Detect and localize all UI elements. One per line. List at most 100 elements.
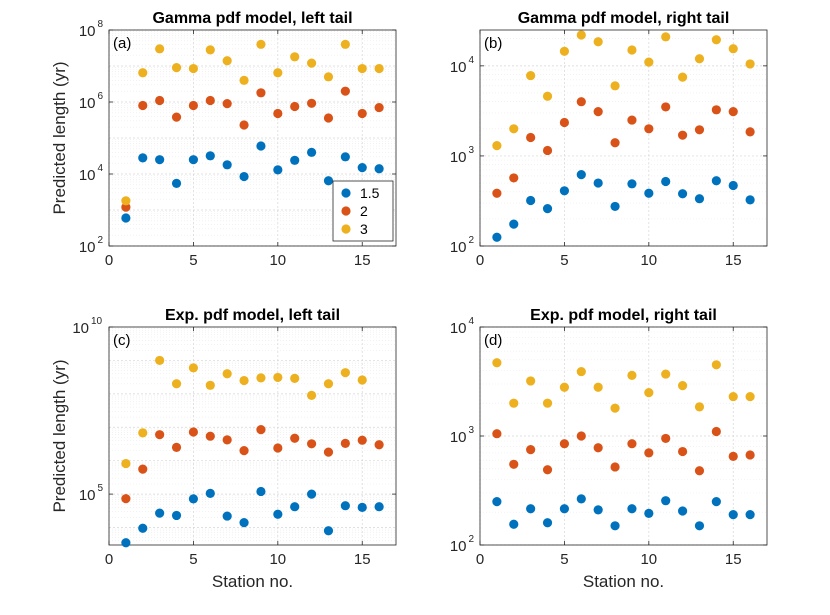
- data-point: [138, 153, 148, 163]
- data-point: [205, 45, 215, 55]
- y-tick-exponent: 2: [469, 534, 475, 545]
- data-point: [171, 178, 182, 188]
- data-point: [323, 176, 334, 186]
- data-point: [509, 173, 519, 183]
- data-point: [306, 439, 317, 449]
- x-tick-label: 0: [476, 252, 484, 269]
- data-point: [340, 86, 350, 96]
- series-1.5: [492, 170, 755, 242]
- legend-label: 1.5: [360, 185, 380, 201]
- data-point: [256, 88, 266, 98]
- data-point: [138, 428, 148, 438]
- data-point: [509, 219, 519, 229]
- data-point: [374, 164, 384, 174]
- data-point: [644, 388, 654, 398]
- panel-tag: (d): [484, 332, 502, 349]
- data-point: [188, 100, 199, 111]
- data-point: [205, 488, 215, 498]
- data-point: [509, 519, 519, 529]
- data-point: [677, 446, 688, 457]
- data-point: [306, 147, 317, 157]
- data-point: [745, 391, 755, 402]
- data-point: [542, 91, 553, 101]
- y-tick-label: 10 2: [79, 235, 104, 256]
- data-point: [256, 373, 266, 383]
- y-tick-base: 10: [79, 167, 96, 184]
- data-point: [205, 380, 215, 390]
- legend-marker: [341, 188, 351, 198]
- data-point: [677, 506, 688, 516]
- data-point: [711, 35, 721, 45]
- x-tick-label: 15: [354, 551, 371, 568]
- x-axis-label: Station no.: [212, 572, 293, 591]
- data-point: [627, 439, 637, 449]
- data-point: [222, 160, 232, 170]
- data-point: [155, 155, 165, 165]
- data-point: [138, 464, 148, 474]
- data-point: [357, 163, 367, 173]
- data-point: [542, 518, 553, 528]
- x-tick-label: 10: [640, 551, 657, 568]
- data-point: [357, 502, 367, 513]
- data-point: [593, 382, 603, 392]
- data-point: [661, 176, 671, 187]
- series-3: [492, 358, 755, 413]
- data-point: [121, 213, 131, 223]
- data-point: [323, 379, 334, 389]
- data-point: [492, 358, 502, 368]
- data-point: [323, 447, 334, 457]
- panel-title: Gamma pdf model, right tail: [518, 10, 730, 27]
- grid: [479, 30, 767, 247]
- data-point: [526, 445, 536, 455]
- data-point: [576, 97, 586, 107]
- axes-box: [108, 326, 397, 546]
- data-point: [155, 508, 165, 518]
- x-tick-label: 5: [189, 551, 197, 568]
- data-point: [171, 112, 182, 122]
- data-point: [509, 124, 519, 134]
- data-point: [661, 433, 671, 444]
- data-point: [188, 363, 199, 373]
- data-point: [526, 376, 536, 386]
- data-point: [576, 431, 586, 441]
- data-point: [239, 375, 249, 386]
- x-tick-label: 10: [640, 252, 657, 269]
- data-point: [559, 46, 570, 56]
- data-point: [357, 108, 367, 119]
- y-tick-base: 10: [450, 239, 467, 256]
- data-point: [306, 98, 317, 108]
- y-tick-base: 10: [79, 239, 96, 256]
- data-point: [644, 448, 654, 458]
- data-point: [728, 44, 738, 54]
- legend-marker: [341, 224, 351, 234]
- data-point: [357, 435, 367, 445]
- data-point: [526, 504, 536, 514]
- data-point: [593, 443, 603, 453]
- data-point: [492, 232, 502, 242]
- data-point: [273, 443, 283, 453]
- x-tick-label: 10: [269, 252, 286, 269]
- data-point: [171, 442, 182, 452]
- legend: 1.5 2 3: [332, 180, 394, 242]
- data-point: [728, 510, 738, 520]
- y-axis-label: Predicted length (yr): [50, 61, 69, 214]
- y-tick-base: 10: [450, 320, 467, 337]
- x-tick-label: 15: [725, 551, 742, 568]
- data-point: [340, 368, 350, 378]
- data-point: [171, 63, 182, 73]
- y-tick-label: 10 4: [79, 163, 104, 184]
- data-point: [542, 398, 553, 408]
- data-point: [694, 125, 705, 135]
- data-point: [644, 124, 654, 134]
- series-3: [492, 30, 755, 151]
- y-tick-label: 10 3: [450, 145, 475, 166]
- data-point: [222, 435, 232, 445]
- data-point: [745, 510, 755, 520]
- series-1.5: [492, 494, 755, 531]
- data-point: [155, 95, 165, 106]
- data-point: [559, 117, 570, 128]
- y-tick-exponent: 4: [469, 316, 475, 327]
